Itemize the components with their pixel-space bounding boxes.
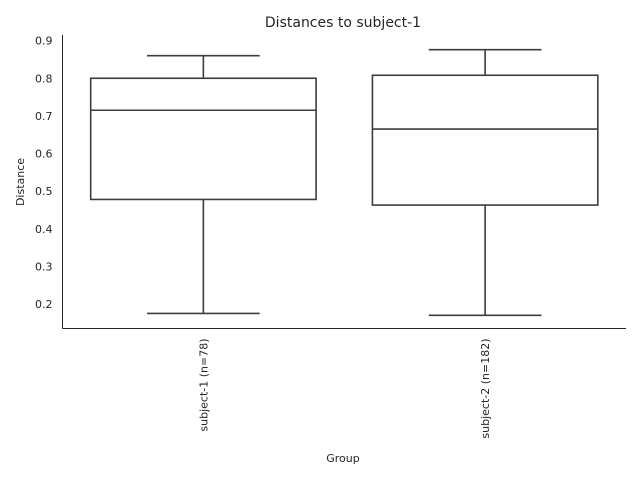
x-axis-label: Group bbox=[326, 452, 360, 465]
x-axis-ticks: subject-1 (n=78) subject-2 (n=182) bbox=[197, 339, 492, 439]
box-iqr bbox=[371, 74, 599, 206]
box-iqr bbox=[89, 77, 317, 201]
y-tick-label: 0.7 bbox=[35, 110, 53, 123]
x-tick-label: subject-2 (n=182) bbox=[479, 339, 492, 439]
box-2 bbox=[371, 48, 599, 317]
y-tick-label: 0.9 bbox=[35, 35, 53, 48]
chart-title: Distances to subject-1 bbox=[265, 15, 421, 31]
box-1 bbox=[89, 54, 317, 315]
y-axis-label: Distance bbox=[14, 158, 27, 206]
boxes-group bbox=[89, 48, 599, 317]
y-tick-label: 0.6 bbox=[35, 148, 53, 161]
y-tick-label: 0.4 bbox=[35, 223, 53, 236]
y-tick-label: 0.2 bbox=[35, 298, 53, 311]
y-tick-label: 0.8 bbox=[35, 72, 53, 85]
y-axis-ticks: 0.2 0.3 0.4 0.5 0.6 0.7 0.8 0.9 bbox=[35, 35, 53, 311]
y-tick-label: 0.3 bbox=[35, 260, 53, 273]
y-tick-label: 0.5 bbox=[35, 185, 53, 198]
x-tick-label: subject-1 (n=78) bbox=[197, 339, 210, 432]
